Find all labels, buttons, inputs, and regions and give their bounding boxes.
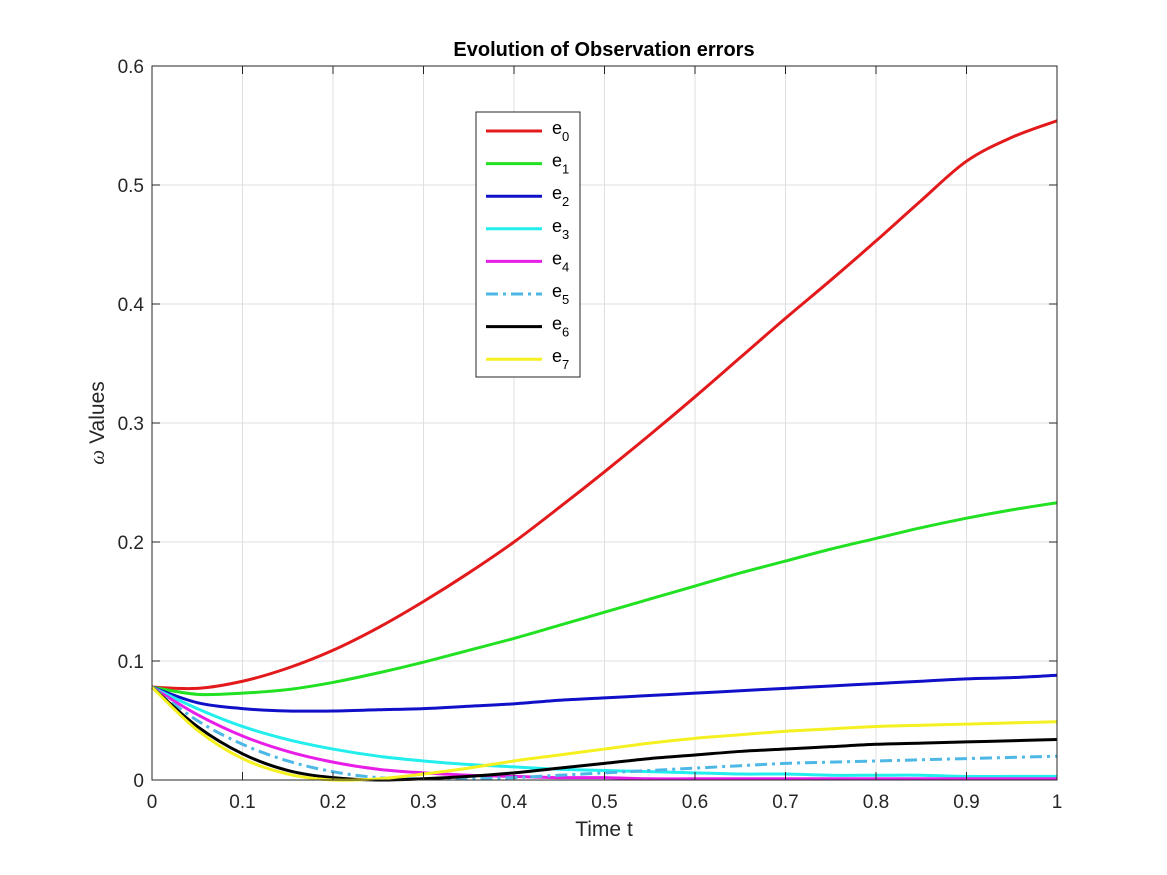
y-tick-label: 0.5	[118, 176, 144, 197]
y-tick-label: 0.4	[118, 295, 145, 316]
x-tick-label: 0.3	[410, 792, 436, 813]
x-axis-label: Time t	[575, 818, 633, 841]
series-line-e6	[151, 686, 1058, 782]
legend-label-e1: e1	[552, 151, 569, 177]
legend-label-e4: e4	[552, 248, 569, 274]
x-tick-label: 0.5	[591, 792, 617, 813]
y-tick-label: 0.6	[118, 57, 144, 78]
x-tick-label: 0.4	[501, 792, 528, 813]
series-line-e7	[150, 686, 1058, 782]
series-line-e3	[151, 685, 1057, 779]
series-lines	[150, 119, 1058, 782]
x-tick-labels: 0 0.1 0.2 0.3 0.4 0.5 0.6 0.7 0.8 0.9 1	[147, 792, 1063, 813]
series-line-e0	[151, 119, 1058, 691]
y-tick-label: 0.3	[118, 414, 144, 435]
x-tick-label: 0.8	[863, 792, 889, 813]
legend-label-e7: e7	[552, 346, 569, 372]
legend-label-e0: e0	[552, 118, 569, 144]
omega-symbol: ω	[85, 450, 109, 465]
x-tick-label: 0.6	[682, 792, 708, 813]
legend-label-e3: e3	[552, 216, 569, 242]
x-tick-label: 0.7	[772, 792, 798, 813]
y-tick-label: 0.1	[118, 652, 144, 673]
chart-title: Evolution of Observation errors	[453, 39, 754, 61]
legend-label-e6: e6	[552, 314, 569, 340]
y-tick-labels: 0 0.1 0.2 0.3 0.4 0.5 0.6	[118, 57, 145, 792]
y-tick-label: 0	[133, 771, 144, 792]
legend: e0 e1 e2 e3 e4 e5 e6 e7	[475, 111, 581, 378]
legend-box	[475, 111, 581, 378]
y-axis-label: ω Values	[85, 381, 109, 464]
x-tick-label: 0.9	[953, 792, 979, 813]
axis-ticks	[151, 65, 1058, 781]
x-tick-label: 1	[1052, 792, 1063, 813]
series-line-e2	[151, 673, 1058, 713]
y-axis-label-text: Values	[86, 381, 109, 444]
legend-label-e5: e5	[552, 281, 569, 307]
y-tick-label: 0.2	[118, 533, 144, 554]
x-tick-label: 0	[147, 792, 158, 813]
x-tick-label: 0.2	[320, 792, 346, 813]
series-line-e1	[151, 501, 1058, 697]
x-tick-label: 0.1	[229, 792, 255, 813]
series-line-e5	[151, 685, 1058, 781]
legend-label-e2: e2	[552, 183, 569, 209]
